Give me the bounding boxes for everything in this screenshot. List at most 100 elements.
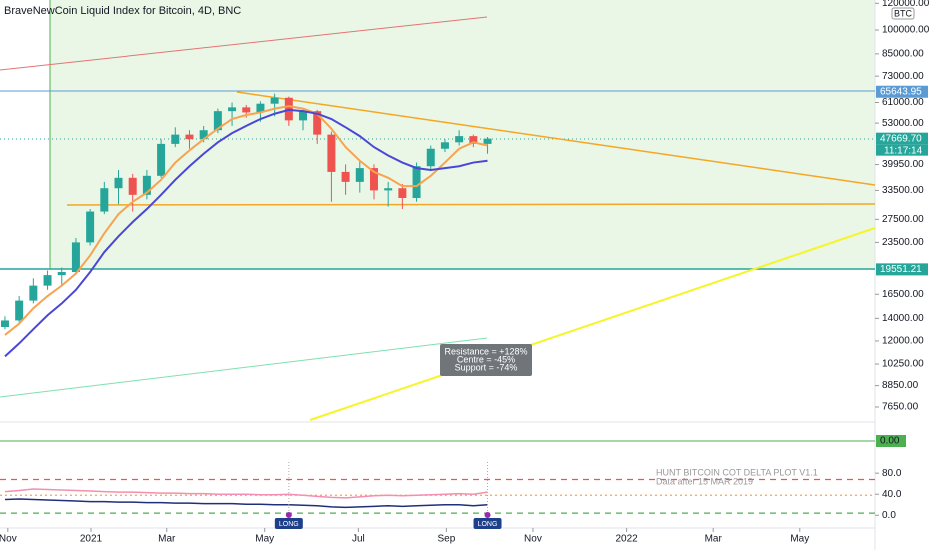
candle-body xyxy=(412,166,421,199)
candle-body xyxy=(57,272,66,276)
y-tick-label: 120000.00 xyxy=(882,0,930,9)
candle-body xyxy=(157,143,166,176)
candle-body xyxy=(100,188,109,212)
candle-body xyxy=(185,134,194,140)
candle-body xyxy=(398,188,407,199)
y-tick-label: 73000.00 xyxy=(882,71,924,82)
zero-label-box xyxy=(876,435,906,447)
y-tick-label: 14000.00 xyxy=(882,313,924,324)
candle-body xyxy=(228,107,237,112)
y-tick-label: 8850.00 xyxy=(882,380,919,391)
indicator-line xyxy=(4,498,488,509)
x-tick-label: Mar xyxy=(158,534,176,545)
candle-body xyxy=(213,111,222,131)
candle-body xyxy=(327,134,336,172)
y-tick-label: 53000.00 xyxy=(882,118,924,129)
candle-body xyxy=(355,168,364,182)
candle-body xyxy=(299,111,308,121)
annotation: Resistance = +128% xyxy=(444,346,527,356)
y-tick-label: 85000.00 xyxy=(882,48,924,59)
x-tick-label: Nov xyxy=(0,534,17,545)
countdown-box xyxy=(876,144,928,156)
x-tick-label: May xyxy=(255,534,274,545)
trend-line xyxy=(0,337,488,398)
zone xyxy=(50,0,875,269)
price-label-box xyxy=(876,85,928,98)
price-label: 19551.21 xyxy=(880,264,922,275)
candle-body xyxy=(242,107,251,113)
plot: LONG LONG xyxy=(0,2,879,532)
y-tick-label: 100000.00 xyxy=(882,25,930,36)
signal-dot xyxy=(285,512,292,518)
y-tick-label: 16500.00 xyxy=(882,289,924,300)
trend-line xyxy=(66,203,876,206)
candle-body xyxy=(0,320,9,327)
signal-box xyxy=(274,518,303,529)
x-tick-label: 2022 xyxy=(615,534,638,545)
candle-body xyxy=(426,148,435,167)
candle-body xyxy=(43,275,52,286)
price-label-box xyxy=(876,263,928,276)
candle-body xyxy=(29,285,38,301)
y-tick-label: 61000.00 xyxy=(882,97,924,108)
trend-line xyxy=(0,16,488,71)
currency: BTC xyxy=(894,8,913,18)
x-tick-label: Mar xyxy=(705,534,723,545)
indicator-subtitle: Data after 15 MAR 2019 xyxy=(656,476,753,486)
x-tick-label: 2021 xyxy=(80,534,103,545)
trend-line xyxy=(236,91,876,186)
moving-average xyxy=(4,105,488,336)
candle-body xyxy=(455,136,464,143)
signal-label: LONG xyxy=(279,521,299,528)
candle-body xyxy=(71,242,80,273)
annotation: Support = -74% xyxy=(455,362,518,372)
y-tick-label: 23500.00 xyxy=(882,237,924,248)
zero-label: 0.00 xyxy=(880,436,900,447)
candle-body xyxy=(483,138,492,144)
trend-line xyxy=(309,227,876,421)
price-label: 47669.70 xyxy=(880,133,922,144)
indicator-title: HUNT BITCOIN COT DELTA PLOT V1.1 xyxy=(656,467,818,477)
y-tick-label: 0.0 xyxy=(882,510,896,521)
annotation: Centre = -45% xyxy=(457,354,515,364)
candle-body xyxy=(114,177,123,189)
candle-body xyxy=(142,175,151,195)
candle-body xyxy=(440,142,449,149)
candle-body xyxy=(341,171,350,182)
candle-body xyxy=(199,130,208,140)
price-label-box xyxy=(876,132,928,145)
candle-body xyxy=(128,177,137,195)
tooltip xyxy=(440,344,532,376)
x-tick-label: Sep xyxy=(437,534,455,545)
currency-box xyxy=(891,7,915,20)
candle-body xyxy=(171,134,180,144)
x-tick-label: Nov xyxy=(524,534,542,545)
signal-dot xyxy=(484,512,491,518)
indicator-line xyxy=(4,488,488,499)
chart-title: BraveNewCoin Liquid Index for Bitcoin, 4… xyxy=(4,5,241,17)
price-label: 65643.95 xyxy=(880,86,922,97)
candle-body xyxy=(469,136,478,144)
y-tick-label: 39950.00 xyxy=(882,159,924,170)
y-tick-label: 27500.00 xyxy=(882,214,924,225)
y-tick-label: 80.0 xyxy=(882,468,902,479)
signal-label: LONG xyxy=(478,521,498,528)
candle-body xyxy=(313,111,322,135)
moving-average xyxy=(4,108,488,358)
signal-box xyxy=(473,518,502,529)
candle-body xyxy=(384,188,393,191)
candle-body xyxy=(86,211,95,243)
y-tick-label: 10250.00 xyxy=(882,359,924,370)
y-tick-label: 12000.00 xyxy=(882,336,924,347)
countdown: 11:17:14 xyxy=(884,145,923,156)
x-tick-label: Jul xyxy=(352,534,365,545)
y-tick-label: 40.0 xyxy=(882,489,902,500)
y-tick-label: 33500.00 xyxy=(882,185,924,196)
candle-body xyxy=(15,300,24,321)
x-tick-label: May xyxy=(790,534,809,545)
candle-body xyxy=(270,97,279,104)
candle-body xyxy=(256,103,265,113)
candle-body xyxy=(369,168,378,191)
y-tick-label: 7650.00 xyxy=(882,402,919,413)
